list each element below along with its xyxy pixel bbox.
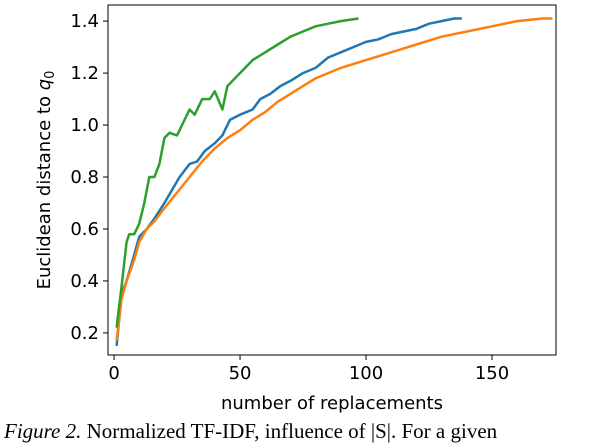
caption-text: Normalized TF-IDF, influence of |S|. For…	[87, 419, 498, 443]
y-tick-label: 1.4	[70, 11, 99, 32]
data-line	[115, 17, 462, 347]
y-tick-label: 0.8	[70, 167, 99, 188]
x-tick-label: 100	[349, 363, 383, 384]
y-axis-label: Euclidean distance to q0	[34, 71, 58, 290]
y-axis-label-subscript: 0	[43, 71, 58, 79]
y-axis-label-q: q	[34, 79, 55, 90]
data-line	[115, 17, 359, 328]
y-tick-label: 0.4	[70, 271, 99, 292]
caption-label: Figure 2.	[3, 419, 81, 443]
x-tick-label: 150	[475, 363, 509, 384]
y-axis-label-main: Euclidean distance to	[34, 90, 55, 289]
y-tick-label: 0.2	[70, 323, 99, 344]
x-axis-label: number of replacements	[221, 393, 443, 414]
data-line	[115, 17, 553, 341]
y-tick-label: 1.2	[70, 63, 99, 84]
y-tick-label: 1.0	[70, 115, 99, 136]
y-tick-label: 0.6	[70, 219, 99, 240]
x-tick-label: 50	[229, 363, 252, 384]
x-tick-label: 0	[108, 363, 119, 384]
plot-frame	[107, 4, 557, 356]
caption: Figure 2. Normalized TF-IDF, influence o…	[3, 419, 498, 443]
